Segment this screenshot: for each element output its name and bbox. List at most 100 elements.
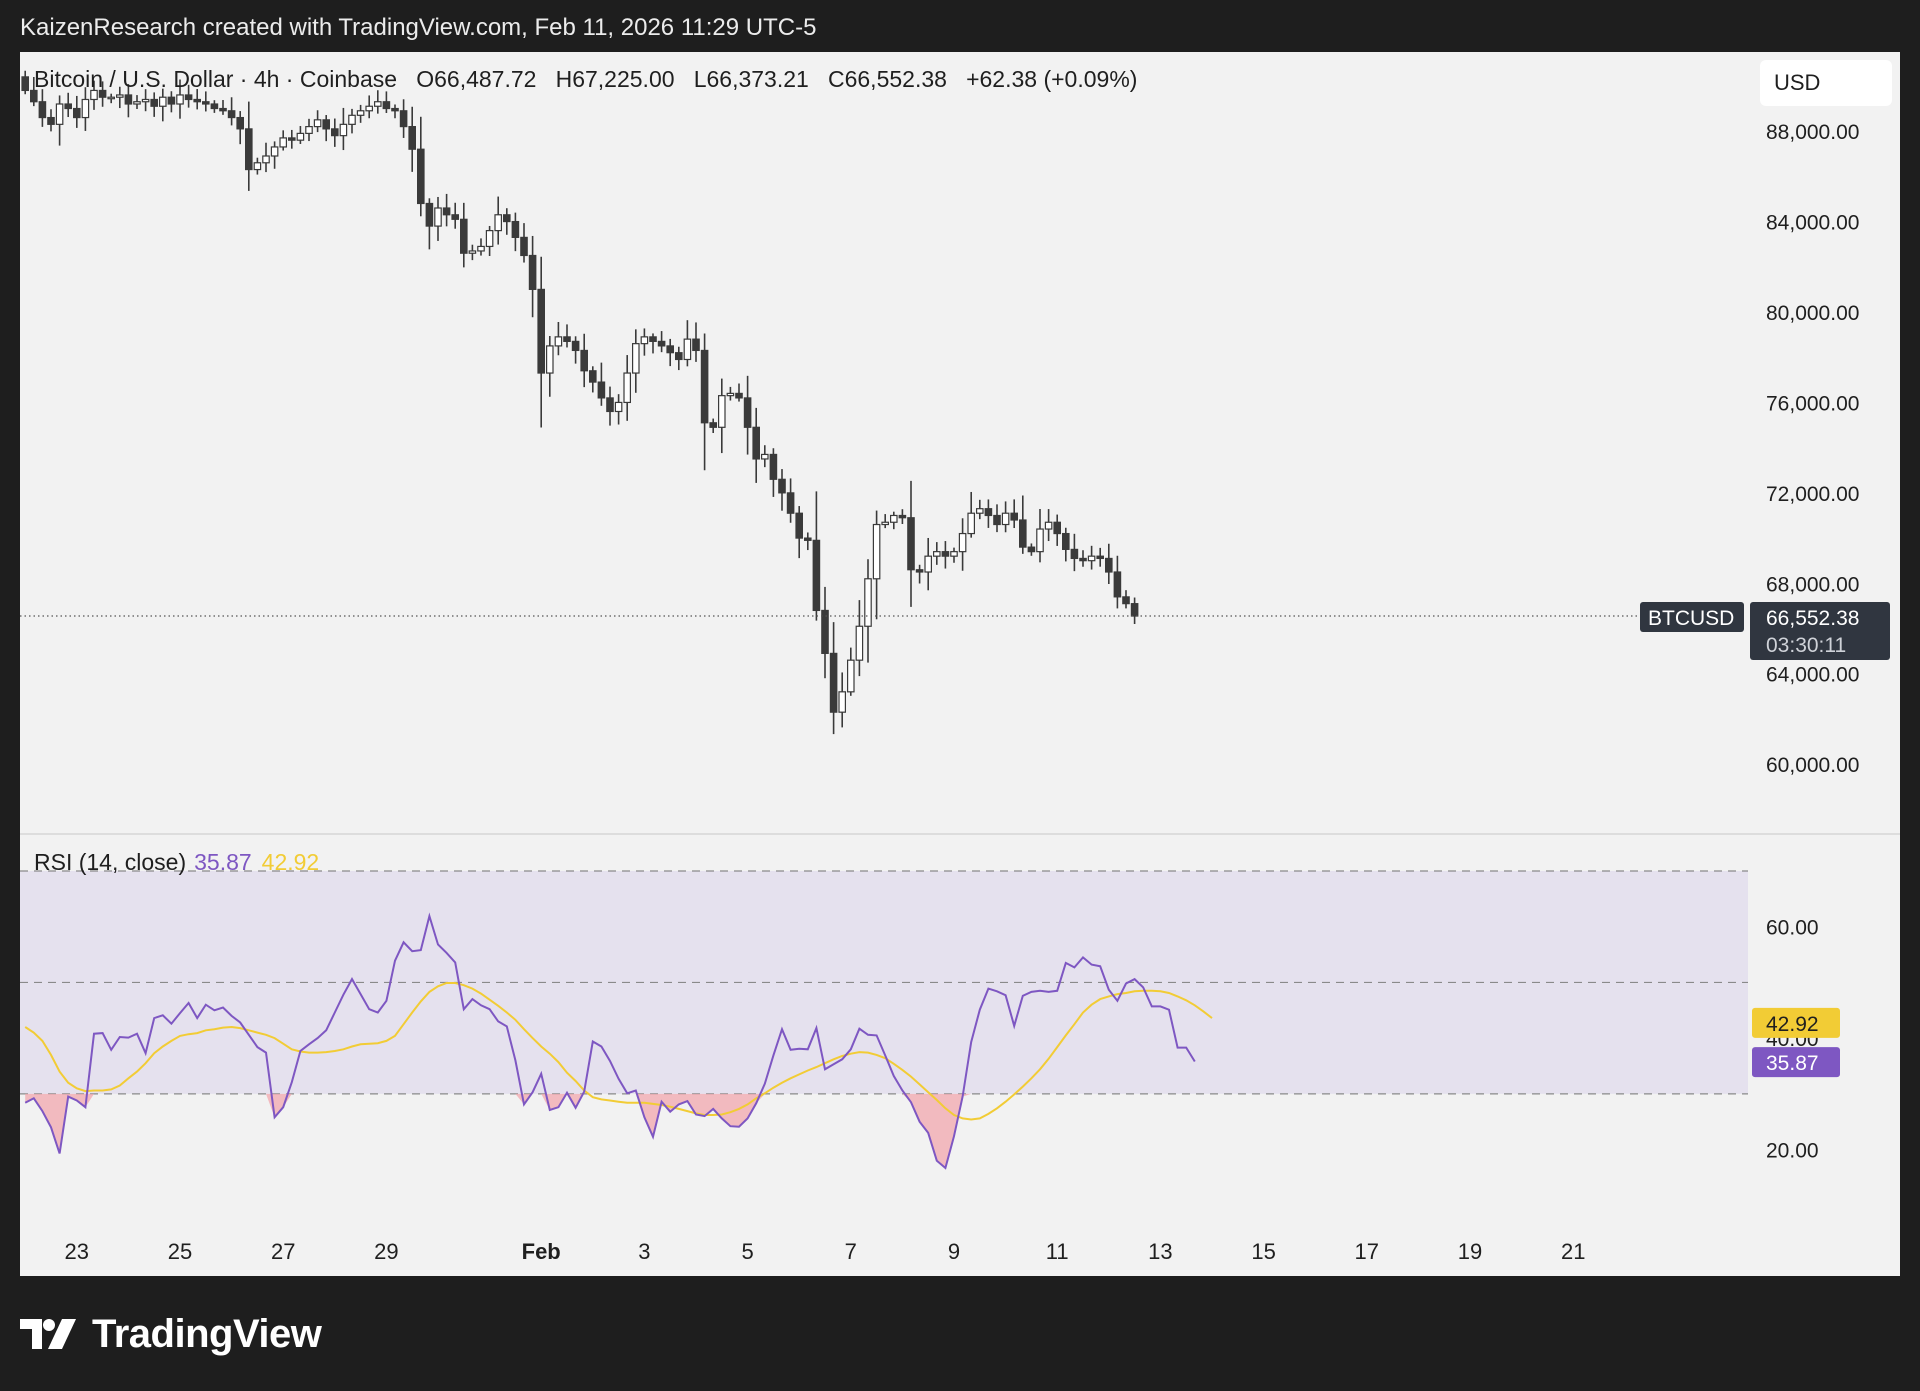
- candle-body-down: [64, 103, 73, 110]
- candle-body-down: [1104, 557, 1113, 573]
- rsi-ma-tag-value: 42.92: [1766, 1013, 1819, 1036]
- candle-body-down: [735, 392, 743, 399]
- candle-body-up: [55, 103, 64, 125]
- candle-body-up: [115, 94, 124, 98]
- candle: [468, 244, 477, 261]
- candle: [150, 92, 159, 117]
- symbol-title[interactable]: Bitcoin / U.S. Dollar · 4h · Coinbase: [34, 66, 398, 92]
- candle-body-up: [494, 214, 503, 232]
- candle: [382, 91, 391, 113]
- candle: [872, 510, 881, 620]
- candle-body-down: [692, 338, 700, 352]
- candle: [915, 564, 924, 584]
- candle: [1104, 543, 1113, 584]
- candle-body-down: [1061, 532, 1070, 550]
- candle: [141, 89, 150, 112]
- candle: [227, 97, 236, 126]
- rsi-line: [24, 912, 1196, 1170]
- chart-canvas[interactable]: 88,000.00 84,000.00 80,000.00 76,000.00 72,0…: [20, 52, 1900, 1276]
- candle: [623, 355, 632, 421]
- candle: [417, 116, 425, 217]
- candle-body-up: [889, 514, 898, 523]
- time-axis-tick: 3: [638, 1239, 650, 1264]
- candle-body-up: [924, 555, 933, 573]
- rsi-ma-line: [24, 982, 1213, 1121]
- candle: [941, 541, 950, 569]
- candle: [649, 333, 657, 354]
- candle-body-down: [666, 345, 675, 354]
- candle-body-down: [700, 349, 709, 424]
- candle-body-down: [124, 94, 133, 105]
- candle: [778, 469, 786, 511]
- candle: [924, 537, 933, 591]
- candle: [202, 91, 210, 112]
- candle: [709, 418, 718, 434]
- candle: [760, 445, 769, 468]
- candle-body-down: [425, 202, 434, 227]
- candle-body-up: [133, 101, 141, 105]
- candle: [932, 542, 941, 565]
- candle: [1087, 545, 1096, 570]
- candle-body-down: [907, 517, 915, 571]
- candle: [821, 586, 829, 679]
- candle: [219, 100, 227, 115]
- candle-body-down: [786, 492, 795, 514]
- candle-body-down: [219, 107, 227, 112]
- candle-body-down: [1096, 555, 1105, 560]
- time-axis-tick: 27: [271, 1239, 295, 1264]
- candle: [975, 499, 984, 520]
- candle: [554, 321, 563, 356]
- candle-body-up: [975, 508, 984, 514]
- candle-body-up: [846, 659, 855, 693]
- candle-body-up: [932, 551, 941, 557]
- candle: [700, 333, 709, 471]
- rsi-legend-value: 35.87: [194, 849, 252, 875]
- candle-body-up: [81, 98, 90, 119]
- candle: [769, 448, 778, 497]
- tradingview-logo[interactable]: TradingView: [20, 1312, 322, 1357]
- candle-body-down: [829, 652, 838, 713]
- candle: [288, 129, 296, 149]
- candle-body-down: [442, 207, 451, 216]
- candle-body-down: [322, 119, 331, 130]
- candle-body-up: [726, 392, 735, 397]
- rsi-axis-tick: 20.00: [1766, 1140, 1819, 1163]
- candle: [812, 491, 821, 621]
- candle-body-up: [279, 137, 288, 148]
- candle: [786, 478, 795, 523]
- candle: [485, 225, 494, 257]
- candle-body-down: [898, 514, 907, 519]
- candle: [124, 84, 133, 118]
- candle-body-down: [528, 254, 537, 290]
- price-axis-tick: 68,000.00: [1766, 573, 1859, 596]
- candle: [571, 336, 580, 364]
- candle: [1027, 543, 1036, 556]
- candle-body-up: [545, 345, 554, 374]
- candle-body-down: [245, 128, 253, 171]
- candle: [90, 80, 98, 110]
- rsi-tag-bg: [1752, 1047, 1840, 1078]
- price-tag-countdown: 03:30:11: [1766, 634, 1846, 657]
- rsi-legend-title: RSI (14, close): [34, 849, 187, 875]
- candle: [984, 499, 993, 528]
- candle: [253, 157, 262, 175]
- candle: [245, 101, 253, 191]
- candle: [434, 196, 442, 241]
- currency-button[interactable]: USD: [1760, 60, 1892, 106]
- candle-body-up: [1001, 512, 1010, 526]
- candle-body-down: [150, 98, 159, 107]
- candle-body-down: [236, 116, 245, 130]
- candle: [365, 95, 374, 119]
- chart-frame[interactable]: 88,000.00 84,000.00 80,000.00 76,000.00 72,0…: [20, 52, 1900, 1276]
- rsi-legend[interactable]: RSI (14, close) 35.87 42.92: [34, 849, 319, 876]
- candle: [795, 506, 804, 559]
- candle: [511, 212, 520, 252]
- candle: [657, 331, 666, 353]
- candle-body-up: [1036, 528, 1044, 553]
- candle-body-up: [950, 551, 958, 557]
- candle: [520, 223, 528, 263]
- time-axis-tick: 17: [1355, 1239, 1379, 1264]
- candle-body-down: [460, 218, 468, 254]
- candle: [64, 92, 73, 118]
- candle: [193, 89, 202, 110]
